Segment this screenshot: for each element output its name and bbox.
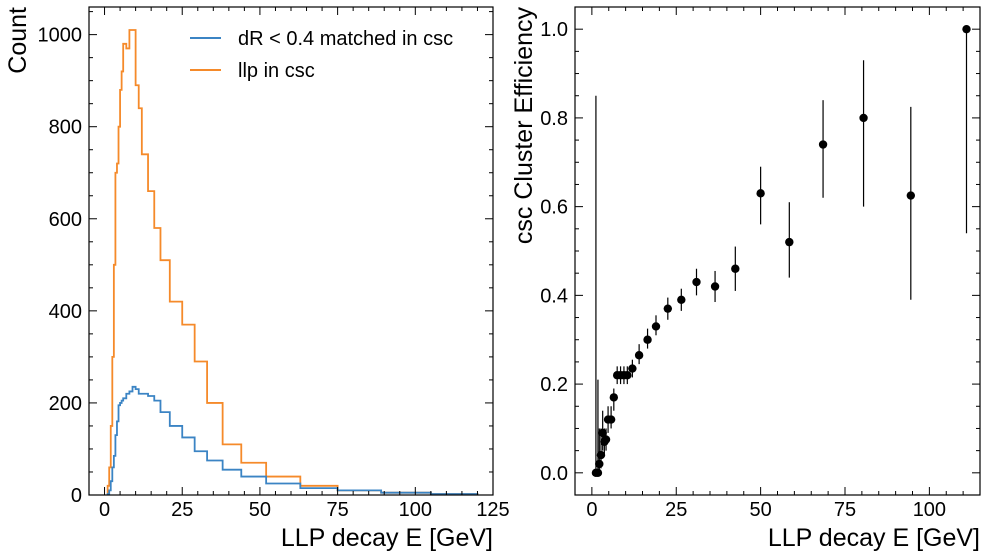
x-tick-label: 100 [399,499,432,521]
efficiency-point [634,351,644,360]
efficiency-point [710,282,720,291]
y-tick-label: 1000 [38,25,83,47]
x-tick-label: 50 [750,499,772,521]
efficiency-point [663,304,673,313]
efficiency-point [601,435,611,444]
histogram-legend: dR < 0.4 matched in csc llp in csc [190,28,453,82]
y-tick-label: 0.2 [540,374,568,396]
y-tick-label: 0.0 [540,463,568,485]
efficiency-point [596,450,606,460]
x-tick-label: 0 [99,499,110,521]
efficiency-ticks: 0 25 50 75 100 0.0 0.2 0.4 0.6 0.8 1.0 [540,6,981,521]
x-tick-label: 125 [476,499,509,521]
x-tick-label: 25 [665,499,687,521]
x-tick-label: 100 [913,499,946,521]
legend-label-llp: llp in csc [238,60,315,82]
x-tick-label: 75 [834,499,856,521]
efficiency-point [628,364,637,373]
y-tick-label: 200 [49,393,82,415]
x-tick-label: 0 [586,499,597,521]
efficiency-frame [574,6,981,496]
efficiency-point [692,277,701,287]
efficiency-point [785,237,794,247]
efficiency-point [609,393,619,402]
efficiency-point [756,189,765,198]
x-tick-label: 50 [249,499,271,521]
histogram-y-axis-label: Count [4,7,32,74]
efficiency-point [859,113,868,123]
histogram-ticks: 0 25 50 75 100 125 0 200 400 600 800 1000 [38,7,510,521]
y-tick-label: 0.8 [540,108,568,130]
legend-label-matched: dR < 0.4 matched in csc [238,28,453,50]
efficiency-point [962,24,971,34]
efficiency-point [643,335,652,344]
y-tick-label: 0.4 [540,285,568,307]
y-tick-label: 600 [49,209,82,231]
histogram-panel: 0 25 50 75 100 125 0 200 400 600 800 1000 LLP decay… [4,6,510,552]
efficiency-point [595,459,604,469]
efficiency-point [677,295,686,304]
efficiency-point [651,322,661,331]
y-tick-label: 0 [71,485,82,507]
x-tick-label: 75 [326,499,348,521]
efficiency-panel: 0 25 50 75 100 0.0 0.2 0.4 0.6 0.8 1.0 LLP decay E… [510,6,981,552]
histogram-series-llp [106,29,479,495]
efficiency-point [818,140,828,149]
efficiency-plot-area [591,24,971,478]
efficiency-point [623,371,632,380]
efficiency-point [593,468,603,478]
efficiency-point [906,191,916,200]
efficiency-x-axis-label: LLP decay E [GeV] [768,524,980,552]
efficiency-y-axis-label: csc Cluster Efficiency [510,7,538,245]
histogram-series-matched [106,385,479,495]
x-tick-label: 25 [171,499,193,521]
y-tick-label: 1.0 [540,19,568,41]
efficiency-point [731,264,740,273]
histogram-plot-area [106,29,479,495]
y-tick-label: 400 [49,301,82,323]
efficiency-point [606,415,616,424]
y-tick-label: 800 [49,117,82,139]
y-tick-label: 0.6 [540,197,568,219]
histogram-x-axis-label: LLP decay E [GeV] [281,524,493,552]
